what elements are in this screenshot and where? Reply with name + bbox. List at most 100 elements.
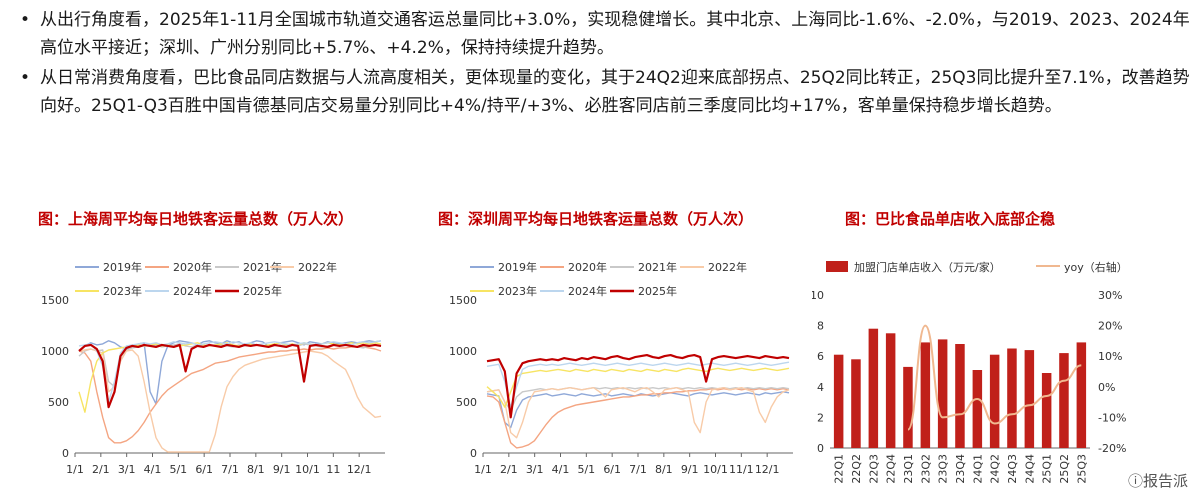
- bullet-dot: •: [20, 10, 31, 30]
- y-tick-label: 1500: [449, 294, 477, 307]
- x-tick-label: 24Q1: [971, 454, 984, 484]
- x-tick-label: 2/1: [92, 463, 110, 476]
- legend-label: 2024年: [173, 284, 212, 298]
- legend-label: 2020年: [568, 260, 607, 274]
- bullet-text-travel: 从出行角度看，2025年1-11月全国城市轨道交通客运总量同比+3.0%，实现稳…: [40, 10, 1190, 58]
- y-tick-label: 1000: [449, 345, 477, 358]
- x-tick-label: 8/1: [655, 463, 673, 476]
- bar-23Q1: [903, 366, 913, 448]
- series-line-y2021: [486, 386, 790, 411]
- legend-label: 2022年: [298, 260, 337, 274]
- legend-label: 2021年: [243, 260, 282, 274]
- x-tick-label: 9/1: [681, 463, 699, 476]
- y-tick-label: 6: [817, 350, 824, 363]
- x-tick-label: 3/1: [118, 463, 136, 476]
- x-tick-label: 25Q2: [1058, 454, 1071, 484]
- series-line-y2022: [486, 386, 790, 439]
- legend-label: 2020年: [173, 260, 212, 274]
- x-tick-label: 25Q1: [1041, 454, 1054, 484]
- y-tick-label: 10: [812, 289, 824, 302]
- x-tick-label: 23Q4: [954, 454, 967, 484]
- babi-revenue-chart: 0 2 4 6 8 10 -20% -10% 0% 10% 20% 30% 加盟门店单店收入（万元/家）…: [812, 260, 1128, 484]
- x-tick-label: 22Q3: [867, 454, 880, 484]
- y2-tick-label: 10%: [1098, 350, 1122, 363]
- y-tick-label: 8: [817, 320, 824, 333]
- legend-label-bar: 加盟门店单店收入（万元/家）: [854, 260, 1001, 274]
- legend-label: 2023年: [103, 284, 142, 298]
- x-tick-label: 7/1: [221, 463, 239, 476]
- series-line-y2024: [78, 340, 382, 403]
- y-tick-label: 500: [48, 396, 69, 409]
- bar-24Q4: [1024, 350, 1035, 448]
- x-tick-label: 2/1: [500, 463, 518, 476]
- x-tick-label: 11: [326, 463, 340, 476]
- x-tick-label: 12/1: [347, 463, 372, 476]
- x-tick-label: 5/1: [577, 463, 595, 476]
- x-tick-label: 1/1: [66, 463, 84, 476]
- legend-label: 2023年: [498, 284, 537, 298]
- x-tick-label: 6/1: [603, 463, 621, 476]
- x-tick-label: 10/1: [295, 463, 320, 476]
- series-line-y2025: [486, 353, 790, 419]
- chart-title-babi: 图：巴比食品单店收入底部企稳: [845, 210, 1056, 228]
- legend-label: 2021年: [638, 260, 677, 274]
- bullet-item: • 从出行角度看，2025年1-11月全国城市轨道交通客运总量同比+3.0%，实…: [18, 6, 1198, 62]
- y-tick-label: 0: [470, 447, 477, 460]
- bullet-list: • 从出行角度看，2025年1-11月全国城市轨道交通客运总量同比+3.0%，实…: [18, 6, 1198, 122]
- bullet-text-consumption: 从日常消费角度看，巴比食品同店数据与人流高度相关，更体现量的变化，其于24Q2迎…: [40, 68, 1190, 116]
- y-tick-label: 2: [817, 411, 824, 424]
- bar-22Q4: [885, 333, 896, 449]
- bullet-item: • 从日常消费角度看，巴比食品同店数据与人流高度相关，更体现量的变化，其于24Q…: [18, 64, 1198, 120]
- y2-tick-label: -20%: [1098, 442, 1126, 455]
- x-tick-label: 22Q1: [833, 454, 846, 484]
- x-tick-label: 3/1: [526, 463, 544, 476]
- bar-23Q2: [920, 342, 931, 448]
- x-tick-label: 23Q3: [937, 454, 950, 484]
- series-line-y2025: [78, 343, 382, 409]
- bar-25Q3: [1076, 342, 1087, 448]
- bar-22Q1: [833, 354, 844, 448]
- y2-tick-label: -10%: [1098, 411, 1126, 424]
- y-tick-label: 1000: [41, 345, 69, 358]
- y-tick-label: 500: [456, 396, 477, 409]
- x-tick-label: 1/1: [474, 463, 492, 476]
- x-tick-label: 9/1: [273, 463, 291, 476]
- x-tick-label: 25Q3: [1075, 454, 1088, 484]
- y2-tick-label: 30%: [1098, 289, 1122, 302]
- legend-label: 2025年: [243, 284, 282, 298]
- y-tick-label: 0: [62, 447, 69, 460]
- legend-label-yoy: yoy（右轴）: [1064, 260, 1128, 274]
- y-tick-label: 0: [817, 442, 824, 455]
- x-tick-label: 5/1: [169, 463, 187, 476]
- series-line-y2022: [78, 348, 382, 453]
- x-tick-label: 24Q3: [1006, 454, 1019, 484]
- legend-label: 2025年: [638, 284, 677, 298]
- y-tick-label: 4: [817, 381, 824, 394]
- bar-22Q2: [851, 359, 861, 448]
- x-tick-label: 7/1: [629, 463, 647, 476]
- bullet-dot: •: [20, 68, 31, 88]
- watermark-text: ⓘ报告派: [1127, 472, 1188, 490]
- bar-22Q3: [868, 328, 879, 448]
- series-line-y2023: [486, 367, 790, 408]
- x-tick-label: 4/1: [552, 463, 570, 476]
- x-tick-label: 10/1: [703, 463, 728, 476]
- chart-title-shanghai: 图：上海周平均每日地铁客运量总数（万人次）: [38, 210, 354, 228]
- x-tick-label: 23Q2: [919, 454, 932, 484]
- x-tick-label: 24Q4: [1023, 454, 1036, 484]
- x-tick-label: 22Q4: [885, 454, 898, 484]
- x-tick-label: 6/1: [195, 463, 213, 476]
- x-tick-label: 12/1: [755, 463, 780, 476]
- y2-tick-label: 20%: [1098, 320, 1122, 333]
- shanghai-metro-chart: 0 500 1000 1500 1/1 2/1 3/1 4/1 5/1 6/1 7/1 8/1 9/1 1…: [41, 260, 385, 476]
- legend-label: 2019年: [103, 260, 142, 274]
- y2-tick-label: 0%: [1098, 381, 1115, 394]
- x-tick-label: 23Q1: [902, 454, 915, 484]
- x-tick-label: 4/1: [144, 463, 162, 476]
- series-line-y2020: [78, 346, 382, 444]
- bar-24Q2: [989, 354, 1000, 448]
- y-tick-label: 1500: [41, 294, 69, 307]
- bar-23Q3: [937, 339, 948, 448]
- shenzhen-metro-chart: 0 500 1000 1500 1/1 2/1 3/1 4/1 5/1 6/1 7/1 8/1 9/1 1…: [449, 260, 793, 476]
- series-line-yoy: [907, 324, 1082, 431]
